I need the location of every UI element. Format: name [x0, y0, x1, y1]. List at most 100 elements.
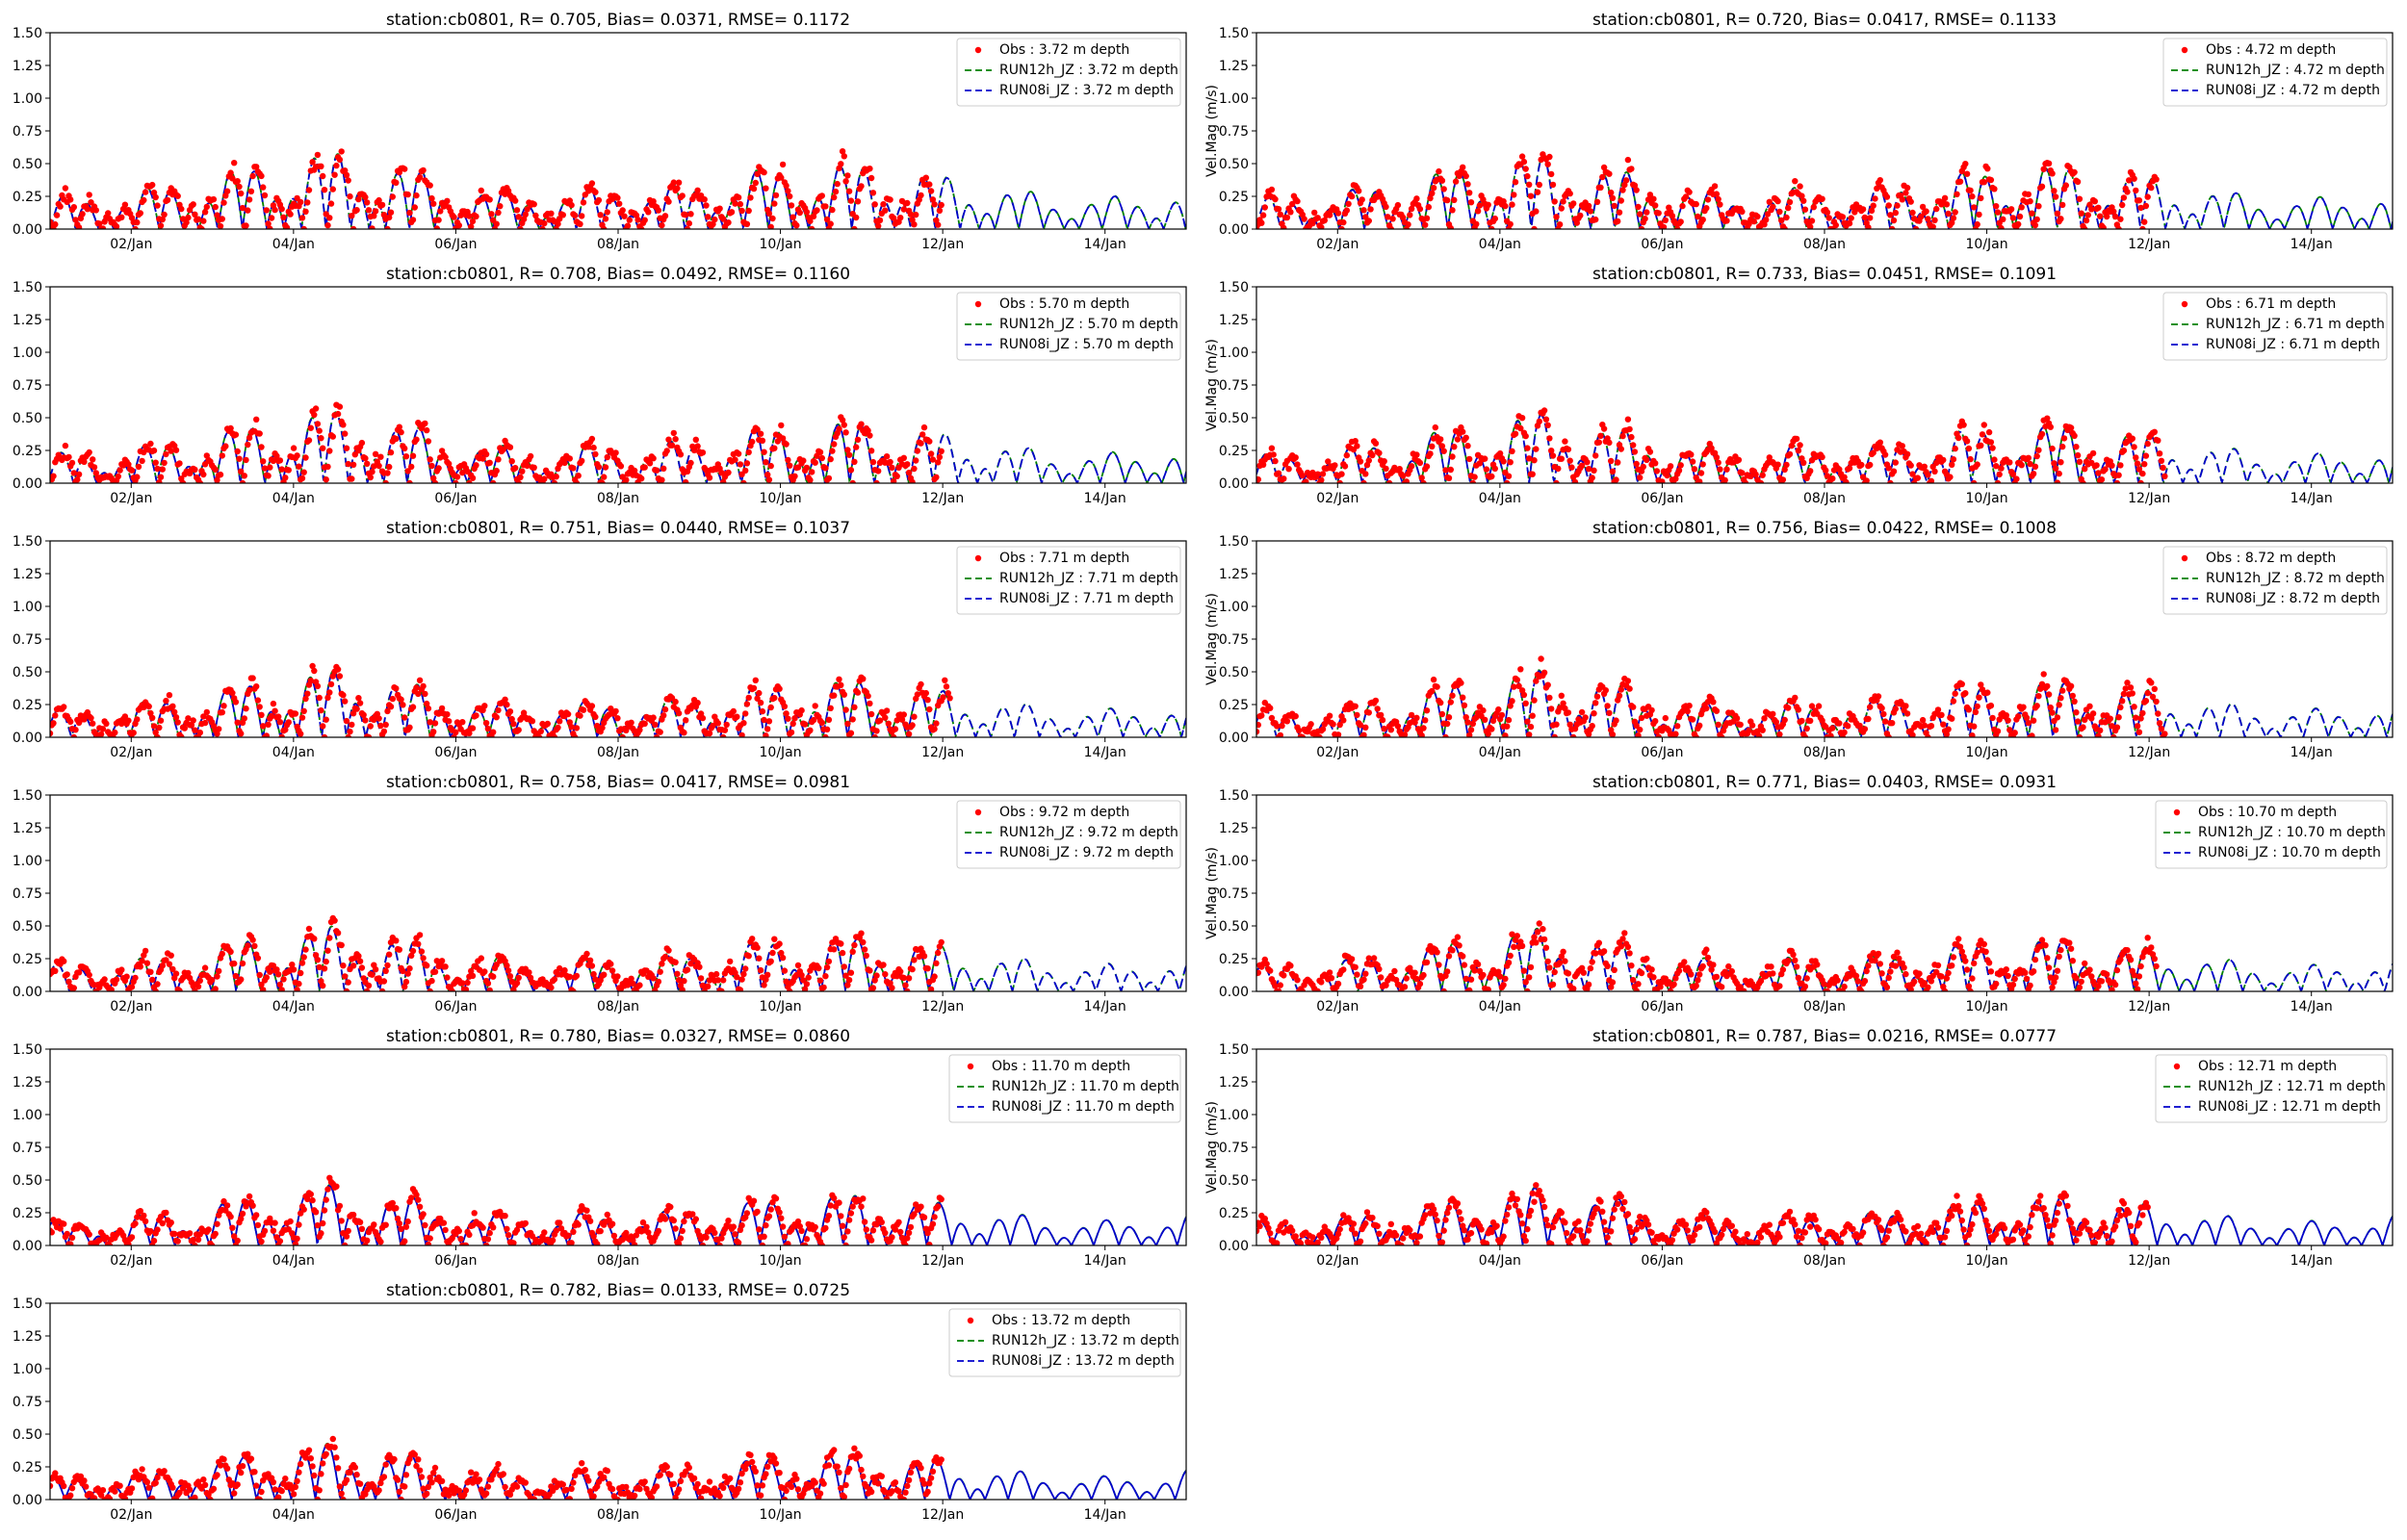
obs-point	[871, 977, 878, 984]
obs-point	[2095, 204, 2102, 211]
obs-point	[2016, 213, 2024, 220]
x-tick-label: 14/Jan	[1084, 745, 1126, 760]
obs-point	[1633, 460, 1640, 468]
obs-point	[320, 172, 326, 180]
obs-point	[660, 712, 667, 719]
obs-point	[1652, 460, 1659, 467]
obs-point	[1454, 436, 1462, 443]
obs-point	[473, 213, 479, 220]
obs-point	[1971, 479, 1978, 483]
obs-point	[1719, 733, 1725, 737]
obs-point	[482, 720, 490, 727]
obs-point	[601, 225, 608, 229]
obs-point	[812, 703, 818, 709]
obs-point	[822, 973, 829, 980]
obs-point	[1795, 974, 1802, 982]
obs-point	[1894, 202, 1901, 209]
obs-point	[1628, 433, 1635, 441]
obs-point	[1495, 706, 1502, 713]
obs-point	[442, 453, 449, 461]
obs-point	[1667, 988, 1674, 991]
obs-point	[836, 676, 842, 682]
obs-point	[1846, 219, 1853, 227]
obs-point	[781, 703, 789, 710]
obs-point	[929, 456, 937, 463]
obs-point	[1675, 967, 1683, 974]
x-tick-label: 08/Jan	[597, 745, 639, 760]
obs-point	[231, 1233, 238, 1240]
obs-point	[909, 217, 916, 223]
obs-point	[1491, 465, 1499, 473]
obs-point	[495, 456, 502, 463]
y-tick-label: 1.50	[1219, 26, 1249, 41]
x-tick-label: 12/Jan	[2128, 237, 2170, 252]
obs-point	[657, 968, 663, 975]
obs-point	[754, 944, 761, 951]
obs-point	[935, 949, 942, 957]
obs-point	[1759, 472, 1766, 478]
x-tick-label: 14/Jan	[2291, 999, 2333, 1014]
obs-point	[839, 148, 846, 155]
obs-point	[1746, 727, 1752, 734]
obs-point	[1987, 439, 1995, 446]
obs-point	[1638, 969, 1645, 977]
obs-point	[803, 981, 811, 988]
obs-point	[807, 476, 814, 483]
obs-point	[1279, 722, 1285, 730]
obs-point	[1710, 962, 1717, 968]
obs-point	[869, 458, 877, 466]
obs-point	[1618, 446, 1625, 452]
obs-point	[1256, 721, 1261, 729]
obs-point	[1696, 478, 1703, 483]
obs-point	[159, 1219, 166, 1227]
obs-point	[1328, 975, 1335, 982]
obs-point	[1925, 472, 1931, 478]
obs-point	[2015, 713, 2022, 720]
obs-point	[1522, 700, 1529, 706]
obs-point	[595, 464, 603, 471]
obs-point	[519, 468, 526, 475]
obs-point	[88, 714, 94, 722]
x-tick-label: 06/Jan	[1641, 745, 1683, 760]
obs-point	[349, 710, 357, 717]
obs-point	[1640, 463, 1647, 471]
obs-point	[1618, 686, 1625, 693]
obs-point	[1551, 733, 1558, 737]
obs-point	[502, 1213, 508, 1219]
obs-point	[1592, 700, 1599, 706]
obs-point	[638, 475, 645, 482]
obs-point	[675, 977, 683, 984]
obs-point	[643, 1223, 650, 1231]
obs-point	[261, 465, 269, 472]
obs-point	[52, 712, 59, 719]
x-tick-label: 14/Jan	[1084, 1253, 1126, 1269]
obs-point	[1759, 727, 1766, 733]
obs-point	[838, 161, 844, 167]
y-tick-label: 1.00	[13, 1108, 42, 1123]
obs-point	[765, 476, 773, 483]
obs-point	[1914, 475, 1922, 481]
obs-point	[64, 1230, 70, 1238]
obs-point	[280, 976, 287, 983]
panel-title: station:cb0801, R= 0.780, Bias= 0.0327, …	[386, 1027, 850, 1046]
obs-point	[186, 1230, 194, 1237]
obs-point	[909, 478, 916, 483]
obs-point	[416, 1203, 424, 1211]
obs-point	[2111, 213, 2119, 220]
obs-point	[1275, 988, 1282, 991]
obs-point	[1512, 430, 1519, 437]
obs-point	[718, 470, 725, 476]
obs-point	[1489, 717, 1497, 725]
obs-point	[875, 468, 882, 475]
obs-point	[1808, 218, 1816, 224]
obs-point	[1723, 218, 1730, 224]
obs-point	[113, 976, 120, 983]
obs-point	[2095, 470, 2102, 476]
obs-point	[1592, 216, 1599, 223]
obs-point	[1464, 181, 1471, 188]
obs-point	[1955, 434, 1962, 442]
obs-point	[1352, 703, 1359, 709]
obs-point	[1422, 221, 1429, 228]
obs-point	[2022, 969, 2029, 976]
y-tick-label: 0.25	[13, 1206, 42, 1221]
